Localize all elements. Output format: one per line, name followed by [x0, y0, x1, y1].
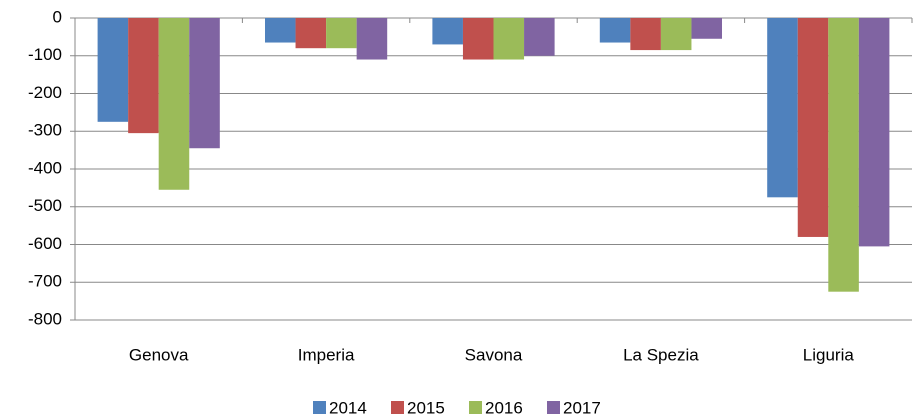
y-tick-label: -500: [28, 196, 62, 215]
x-tick-label: Imperia: [298, 345, 355, 364]
y-tick-label: -300: [28, 121, 62, 140]
bar: [295, 18, 327, 49]
x-tick-label: Liguria: [803, 345, 855, 364]
bar: [524, 18, 555, 56]
bar: [599, 18, 631, 43]
bar: [660, 18, 692, 51]
bar: [858, 18, 890, 247]
bar: [356, 18, 388, 60]
bar: [189, 18, 220, 149]
y-tick-label: -700: [28, 272, 62, 291]
legend-label: 2017: [563, 398, 601, 417]
bar: [797, 18, 829, 237]
bar: [462, 18, 494, 60]
bar: [691, 18, 723, 39]
y-tick-label: -100: [28, 45, 62, 64]
bar: [158, 18, 190, 190]
y-tick-label: 0: [53, 7, 62, 26]
x-tick-label: La Spezia: [623, 345, 699, 364]
y-tick-label: -400: [28, 158, 62, 177]
legend-swatch: [391, 401, 404, 414]
bar: [326, 18, 357, 49]
legend-label: 2015: [407, 398, 445, 417]
legend-label: 2016: [485, 398, 523, 417]
x-tick-label: Genova: [129, 345, 189, 364]
bar: [128, 18, 159, 134]
bar: [97, 18, 129, 122]
bar: [828, 18, 859, 292]
y-tick-label: -800: [28, 309, 62, 328]
legend-label: 2014: [329, 398, 367, 417]
bar: [630, 18, 661, 51]
bar: [767, 18, 798, 198]
y-tick-label: -200: [28, 83, 62, 102]
legend-swatch: [469, 401, 482, 414]
legend-swatch: [313, 401, 326, 414]
legend-swatch: [547, 401, 560, 414]
bar: [432, 18, 463, 45]
bar: [493, 18, 525, 60]
y-tick-label: -600: [28, 234, 62, 253]
bar: [264, 18, 296, 43]
x-tick-label: Savona: [465, 345, 523, 364]
